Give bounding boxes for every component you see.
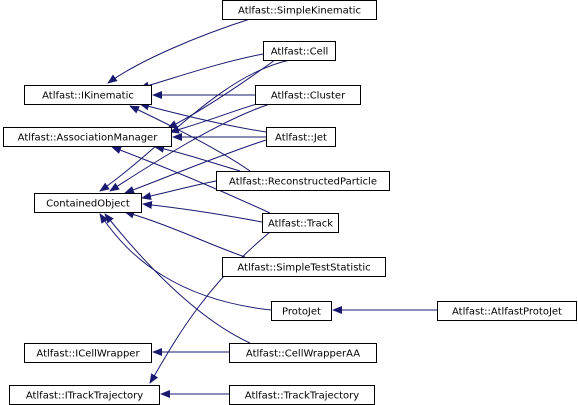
inheritance-edge [149,231,271,384]
inheritance-edge [99,213,272,311]
edge-reconstructedparticle-to-associationmanager [154,144,241,172]
class-node-simpleteststatistic[interactable]: Atlfast::SimpleTestStatistic [222,257,386,277]
class-node-label: Atlfast::Jet [275,133,327,144]
class-node-simplekinematic[interactable]: Atlfast::SimpleKinematic [222,0,377,20]
class-node-label: Atlfast::AtlfastProtoJet [452,307,562,318]
class-node-box [34,193,142,213]
inheritance-edge [139,53,264,90]
class-node-label: Atlfast::CellWrapperAA [246,349,360,360]
edge-cell-to-containedobject [99,59,291,192]
class-node-track[interactable]: Atlfast::Track [262,213,339,233]
class-node-box [216,171,390,191]
class-node-cell[interactable]: Atlfast::Cell [263,41,336,61]
inheritance-edge [169,102,261,134]
class-node-box [24,85,152,105]
class-node-protojet[interactable]: ProtoJet [271,301,332,321]
class-node-label: Atlfast::ReconstructedParticle [229,177,377,188]
class-node-label: Atlfast::Cell [271,47,329,58]
class-node-label: Atlfast::SimpleTestStatistic [237,263,370,274]
class-node-label: Atlfast::IKinematic [42,91,134,102]
inheritance-edge [109,103,271,192]
edge-cluster-to-containedobject [109,103,271,192]
inheritance-edge [104,213,251,344]
edge-jet-to-ikinematic [139,102,267,133]
class-node-atlfastprotojet[interactable]: Atlfast::AtlfastProtoJet [437,301,577,321]
edge-track-to-associationmanager [111,146,271,214]
inheritance-edge [142,200,263,223]
class-node-box [222,257,386,277]
inheritance-edge [99,59,291,192]
edge-reconstructedparticle-to-containedobject [141,180,217,200]
edges-layer [99,18,437,398]
inheritance-edge [154,144,241,172]
class-node-label: ProtoJet [282,307,321,318]
class-node-label: Atlfast::AssociationManager [18,133,159,144]
class-node-containedobject[interactable]: ContainedObject [34,193,142,213]
inheritance-edge [124,210,246,258]
edge-simplekinematic-to-ikinematic [107,18,251,84]
class-node-box [229,343,377,363]
class-node-cellwrapperaa[interactable]: Atlfast::CellWrapperAA [229,343,377,363]
class-node-box [24,343,152,363]
class-node-box [263,41,336,61]
class-node-jet[interactable]: Atlfast::Jet [266,127,336,147]
class-node-box [262,213,339,233]
class-node-label: Atlfast::SimpleKinematic [238,6,361,17]
class-node-box [437,301,577,321]
class-node-label: Atlfast::Cluster [271,91,346,102]
nodes-layer: Atlfast::SimpleKinematicAtlfast::CellAtl… [3,0,577,405]
class-node-cluster[interactable]: Atlfast::Cluster [255,85,361,105]
edge-cell-to-ikinematic [139,53,264,90]
class-node-ikinematic[interactable]: Atlfast::IKinematic [24,85,152,105]
class-node-tracktrajectory[interactable]: Atlfast::TrackTrajectory [229,385,375,405]
inheritance-edge [139,102,267,133]
class-node-label: Atlfast::TrackTrajectory [245,391,360,402]
inheritance-edge [111,146,271,214]
inheritance-edge [129,105,251,172]
edge-cluster-to-associationmanager [169,102,261,134]
class-node-box [266,127,336,147]
edge-cellwrapperaa-to-containedobject [104,213,251,344]
class-node-label: Atlfast::Track [268,219,333,230]
edge-protojet-to-containedobject [99,213,272,311]
inheritance-edge [107,18,251,84]
edge-reconstructedparticle-to-ikinematic [129,105,251,172]
class-node-icellwrapper[interactable]: Atlfast::ICellWrapper [24,343,152,363]
class-node-box [271,301,332,321]
inheritance-edge [141,180,217,200]
class-node-label: ContainedObject [46,199,130,210]
class-node-associationmanager[interactable]: Atlfast::AssociationManager [3,127,172,147]
edge-jet-to-containedobject [124,139,267,194]
class-node-reconstructedparticle[interactable]: Atlfast::ReconstructedParticle [216,171,390,191]
inheritance-edge [124,139,267,194]
class-node-box [255,85,361,105]
class-node-box [3,127,172,147]
class-node-label: Atlfast::ITrackTrajectory [26,391,143,402]
edge-track-to-containedobject [142,200,263,223]
class-node-itracktrajectory[interactable]: Atlfast::ITrackTrajectory [9,385,160,405]
edge-simpleteststatistic-to-containedobject [124,210,246,258]
class-node-box [222,0,377,20]
class-node-label: Atlfast::ICellWrapper [36,349,140,360]
edge-track-to-itracktrajectory [149,231,271,384]
